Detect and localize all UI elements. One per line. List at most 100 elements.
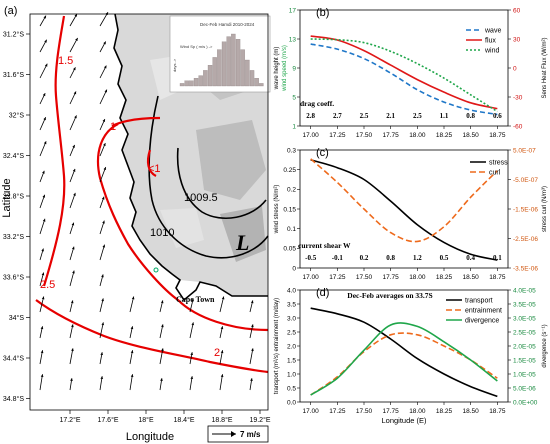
- wind-arrow-head: [131, 296, 135, 300]
- xtick-label: 17.75: [383, 132, 400, 139]
- ytick-right-label: 5.0E-07: [513, 147, 536, 154]
- row-value: 2.1: [386, 112, 395, 120]
- wind-arrow-12: [39, 117, 47, 131]
- wind-arrow-head: [102, 244, 106, 248]
- wind-arrow-32: [99, 274, 104, 287]
- inset-bars: [179, 33, 264, 87]
- inset-bar: [193, 78, 199, 87]
- wind-arrow-head: [101, 322, 105, 326]
- inset-xlabel: Wind Sp ( m/s ) ->: [180, 44, 213, 49]
- ytick-left-label: 9: [292, 65, 296, 72]
- map-ytick-label: 33.2°S: [3, 233, 24, 241]
- inset-ylabel: days ->: [172, 58, 177, 72]
- wind-arrow-29: [99, 244, 106, 261]
- wind-arrow-57: [39, 374, 44, 391]
- wind-arrow-16: [69, 144, 75, 157]
- wind-arrow-60: [129, 374, 134, 391]
- wind-arrow-head: [103, 143, 106, 147]
- ylabel-right: divergence (s⁻¹): [542, 324, 548, 367]
- wind-arrow-61: [159, 378, 163, 391]
- panel-b: 17.00 17.25 17.50 17.75 18.00 18.25 18.50 18.75…: [274, 7, 548, 139]
- wind-arrow-head: [102, 119, 106, 123]
- wind-arrow-head: [43, 117, 46, 121]
- wind-arrow-33: [39, 296, 45, 313]
- wind-arrow-head: [40, 326, 44, 330]
- ytick-right-label: -30: [513, 94, 523, 101]
- xtick-label: 18.50: [463, 408, 480, 415]
- ytick-right-label: 0.0E+00: [513, 399, 538, 406]
- row-value: 0.8: [466, 112, 475, 120]
- ytick-right-label: 1.0E-05: [513, 371, 536, 378]
- map-ytick-label: 34°S: [9, 314, 25, 322]
- wind-arrow-head: [71, 348, 74, 352]
- wind-arrow-head: [73, 192, 76, 196]
- wind-arrow-40: [249, 300, 254, 313]
- wind-arrow-head: [41, 248, 44, 252]
- wind-arrow-head: [250, 300, 254, 304]
- map-ytick-label: 32.8°S: [3, 193, 24, 201]
- ytick-right-label: 0: [513, 65, 517, 72]
- wind-arrow-head: [130, 374, 134, 378]
- map-ytick-label: 32°S: [9, 112, 25, 120]
- series-line-divergence: [310, 322, 498, 396]
- row-value: 1.1: [440, 112, 449, 120]
- place-label-cape-town: Cape Town: [176, 295, 215, 304]
- xtick-label: 18.00: [409, 132, 426, 139]
- wind-arrow-48: [249, 324, 254, 339]
- xtick-label: 18.75: [489, 408, 506, 415]
- wind-arrow-27: [39, 248, 44, 261]
- wind-arrow-51: [99, 352, 104, 365]
- ytick-right-label: -1.5E-06: [513, 206, 538, 213]
- ytick-right-label: 5.0E-06: [513, 385, 536, 392]
- wind-arrow-head: [74, 13, 77, 17]
- series-line-flux: [310, 35, 498, 110]
- wind-arrow-head: [102, 220, 105, 224]
- wind-arrow-head: [41, 296, 45, 300]
- wind-arrow-55: [219, 350, 224, 365]
- wind-arrow-17: [99, 142, 106, 157]
- wind-arrow-0: [39, 15, 47, 27]
- ytick-right-label: -2.5E-06: [513, 236, 538, 243]
- wind-arrow-head: [220, 326, 224, 330]
- ytick-left-label: 17: [289, 7, 297, 14]
- wind-arrow-18: [39, 170, 45, 183]
- wind-arrow-8: [99, 65, 107, 79]
- wind-arrow-head: [220, 374, 224, 378]
- wind-arrow-head: [221, 296, 225, 300]
- ylabel-left: transport (m²/s) entrainment (m/day): [274, 298, 280, 394]
- inset-bar: [259, 83, 264, 87]
- ytick-left-label: 0.2: [287, 187, 296, 194]
- station-marker: [153, 267, 159, 273]
- wind-arrow-head: [191, 322, 195, 326]
- legend-label-flux: flux: [485, 38, 496, 45]
- ylabel-left: wave height (m): [274, 47, 280, 91]
- wind-arrow-37: [159, 300, 164, 313]
- xtick-label: 18.50: [463, 274, 480, 281]
- ytick-left-label: 0: [292, 265, 296, 272]
- wind-arrow-head: [101, 274, 104, 278]
- panel-b-label: (b): [316, 7, 329, 19]
- inset-bar: [184, 80, 189, 87]
- ytick-left-label: 0.0: [287, 399, 296, 406]
- xtick-label: 18.25: [436, 408, 453, 415]
- row-value: 0.8: [386, 254, 395, 262]
- contour-label-1010: 1010: [150, 227, 174, 239]
- legend-label-wind: wind: [484, 48, 500, 55]
- legend-label-wave: wave: [484, 28, 501, 35]
- inset-bar: [179, 83, 185, 87]
- wind-arrow-28: [69, 246, 75, 261]
- wind-arrow-6: [39, 63, 48, 79]
- inset-histogram: Dec-Feb Hamdi 2010-2024 days -> Wind Sp …: [169, 15, 271, 93]
- wind-arrow-31: [69, 270, 75, 287]
- contour-label-lt1: <1: [148, 163, 161, 175]
- wind-arrow-38: [189, 298, 194, 313]
- map-ylabel: Latitude: [1, 178, 13, 217]
- contour-label-2: 2: [214, 347, 220, 359]
- map-xlabel: Longitude: [126, 431, 174, 443]
- series-line-stress: [310, 159, 498, 261]
- wind-arrow-1: [69, 13, 78, 27]
- wind-arrow-head: [43, 15, 46, 19]
- wind-arrow-22: [69, 192, 76, 209]
- wind-arrow-47: [219, 326, 224, 339]
